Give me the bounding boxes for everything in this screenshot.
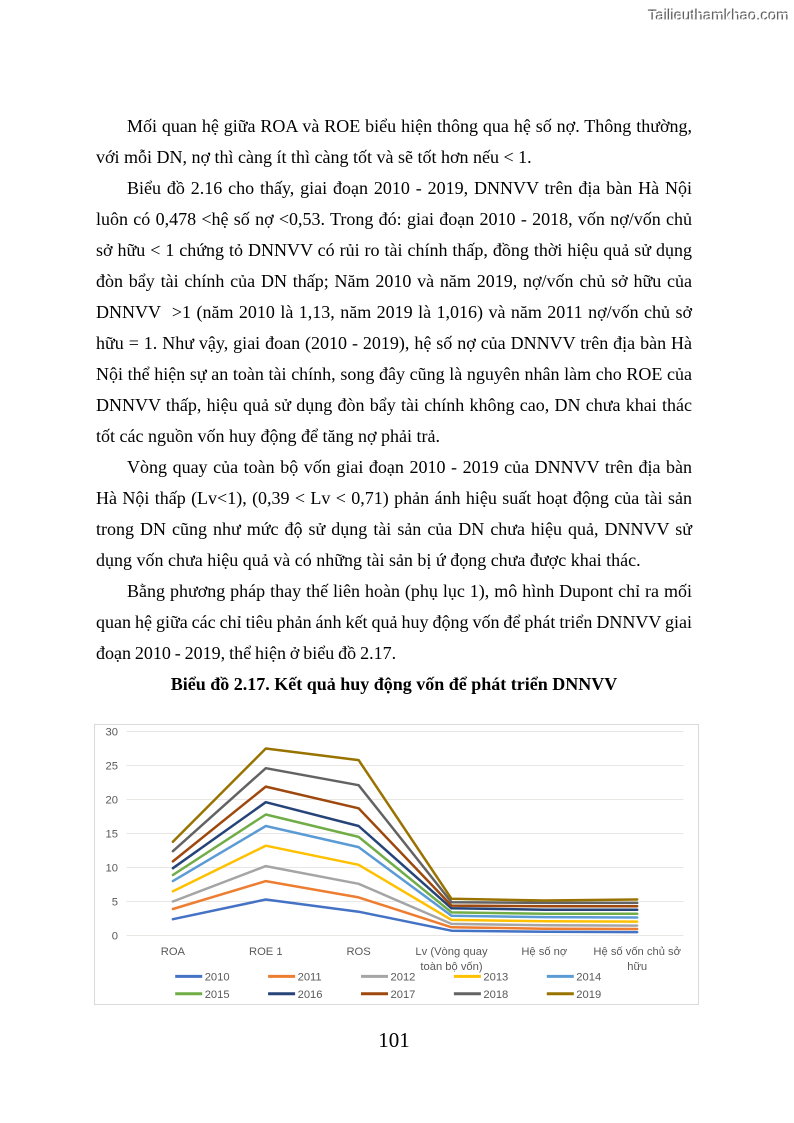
svg-text:toàn bộ vốn): toàn bộ vốn): [420, 961, 482, 973]
svg-text:20: 20: [106, 795, 118, 807]
svg-text:Hệ số nợ: Hệ số nợ: [521, 946, 568, 958]
svg-text:2010: 2010: [205, 971, 230, 983]
svg-text:2019: 2019: [576, 989, 601, 1001]
svg-text:ROE 1: ROE 1: [249, 946, 283, 958]
svg-text:2015: 2015: [205, 989, 230, 1001]
svg-text:ROA: ROA: [161, 946, 186, 958]
svg-text:2011: 2011: [298, 971, 322, 983]
svg-text:30: 30: [106, 727, 118, 739]
svg-text:2014: 2014: [576, 971, 601, 983]
svg-text:5: 5: [112, 897, 118, 909]
svg-text:2013: 2013: [483, 971, 508, 983]
svg-text:0: 0: [112, 931, 118, 943]
svg-text:10: 10: [106, 863, 118, 875]
svg-text:15: 15: [106, 829, 118, 841]
svg-text:Lv (Vòng quay: Lv (Vòng quay: [415, 946, 488, 958]
svg-text:2016: 2016: [298, 989, 323, 1001]
svg-text:25: 25: [106, 761, 118, 773]
svg-text:Hệ số vốn chủ sở: Hệ số vốn chủ sở: [593, 946, 681, 958]
svg-text:2012: 2012: [391, 971, 416, 983]
svg-text:hữu: hữu: [627, 961, 647, 973]
svg-text:ROS: ROS: [346, 946, 370, 958]
svg-text:2017: 2017: [391, 989, 416, 1001]
svg-text:2018: 2018: [483, 989, 508, 1001]
